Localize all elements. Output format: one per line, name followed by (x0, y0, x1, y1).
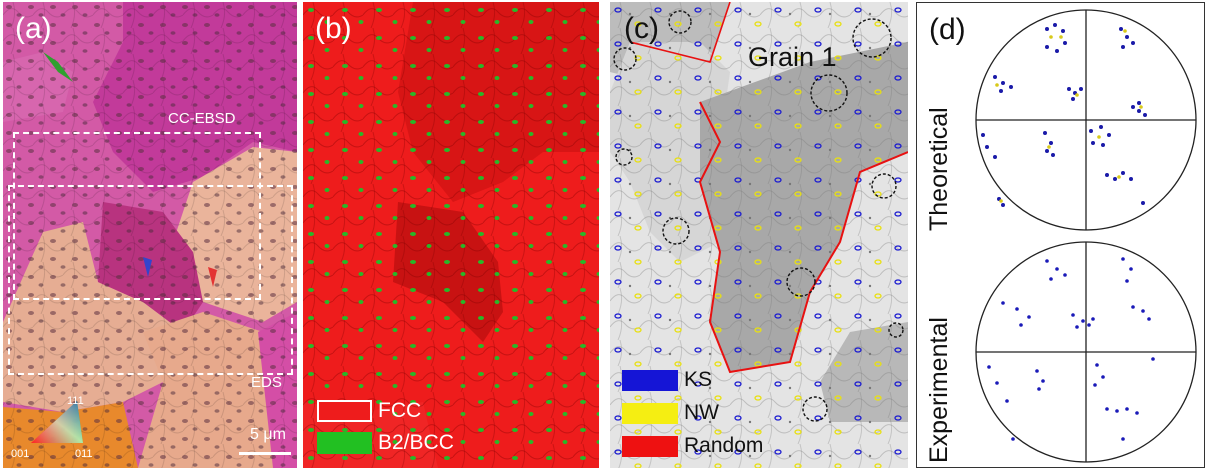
legend-item-random: Random (622, 434, 763, 458)
scale-bar (239, 452, 291, 455)
panel-c-label: (c) (624, 12, 659, 45)
legend-item-fcc: FCC (317, 399, 454, 423)
or-map-image (610, 2, 908, 468)
legend-label-b2bcc: B2/BCC (378, 431, 454, 454)
panel-b-label: (b) (315, 12, 352, 45)
ipf-color-triangle (31, 401, 83, 443)
phase-map-image (303, 2, 599, 468)
experimental-label: Experimental (925, 317, 953, 463)
legend-item-nw: NW (622, 401, 763, 425)
legend-label-ks: KS (684, 368, 713, 391)
legend-swatch-nw (622, 402, 678, 424)
triangle-label-111: 111 (67, 395, 84, 407)
panel-a-ipf-map: (a) CC-EBSD EDS 5 μm 111 001 011 (3, 2, 297, 468)
legend-label-random: Random (684, 434, 764, 457)
triangle-label-011: 011 (75, 448, 93, 460)
phase-legend: FCC B2/BCC (317, 399, 454, 455)
panel-c-or-map: (c) Grain 1 KS NW Random (610, 2, 908, 468)
legend-item-b2bcc: B2/BCC (317, 431, 454, 455)
theoretical-pole-figure (975, 9, 1197, 231)
cc-ebsd-region-box (13, 132, 261, 300)
legend-swatch-ks (622, 369, 678, 391)
cc-ebsd-label: CC-EBSD (168, 110, 236, 127)
legend-swatch-random (622, 435, 678, 457)
triangle-label-001: 001 (11, 448, 30, 460)
legend-label-fcc: FCC (378, 399, 422, 422)
panel-d-pole-figures: (d) Theoretical Experimental (916, 2, 1205, 468)
legend-swatch-fcc (317, 400, 372, 422)
grain-1-label: Grain 1 (748, 42, 837, 72)
experimental-pole-figure (975, 241, 1197, 463)
scale-bar-label: 5 μm (250, 426, 286, 443)
panel-d-label: (d) (929, 13, 966, 46)
panel-a-label: (a) (15, 12, 52, 45)
theoretical-label: Theoretical (925, 107, 953, 231)
legend-label-nw: NW (684, 401, 719, 424)
eds-region-box (8, 185, 293, 375)
ipf-map-image (3, 2, 297, 468)
eds-label: EDS (251, 374, 282, 391)
or-legend: KS NW Random (622, 368, 763, 458)
panel-b-phase-map: (b) FCC B2/BCC (303, 2, 599, 468)
legend-swatch-b2bcc (317, 432, 372, 454)
legend-item-ks: KS (622, 368, 763, 392)
